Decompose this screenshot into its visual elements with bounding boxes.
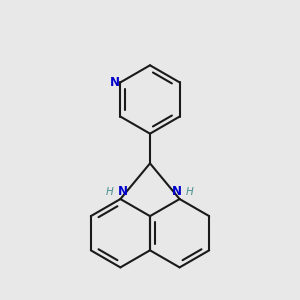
Text: H: H xyxy=(106,187,114,196)
Text: N: N xyxy=(172,185,182,198)
Text: N: N xyxy=(110,76,119,89)
Text: H: H xyxy=(186,187,194,196)
Text: N: N xyxy=(118,185,128,198)
